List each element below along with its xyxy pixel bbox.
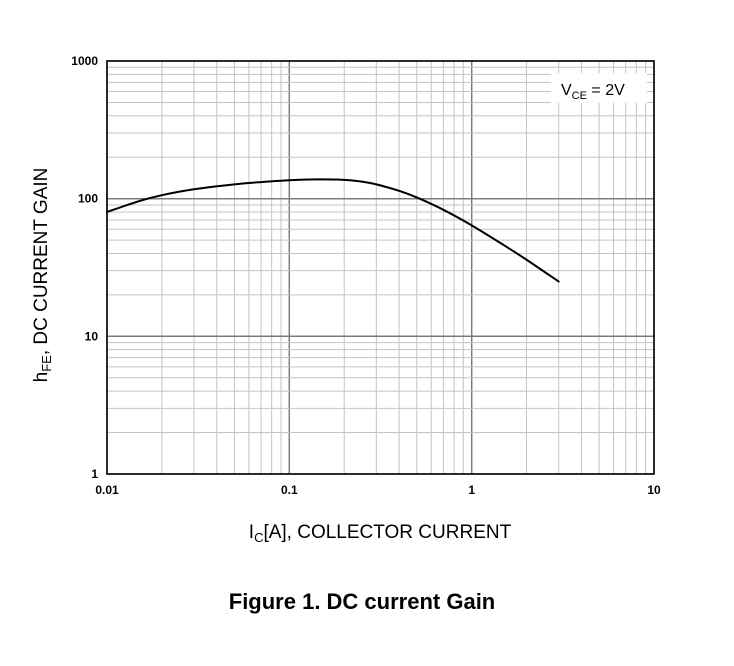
x-axis-label-main: I: [249, 522, 254, 543]
annotation-rest: = 2V: [587, 82, 625, 99]
series-line: [106, 178, 560, 283]
y-axis-label-main: h: [31, 372, 52, 383]
annotation-main: V: [561, 82, 572, 99]
x-tick-label: 10: [647, 483, 661, 497]
y-tick-label: 1000: [71, 54, 98, 68]
y-axis-label: hFE, DC CURRENT GAIN: [31, 168, 54, 383]
annotation-subscript: CE: [572, 90, 587, 102]
x-axis-label-subscript: C: [254, 530, 263, 545]
y-tick-label: 100: [78, 192, 98, 206]
condition-annotation: VCE = 2V: [551, 73, 647, 103]
x-axis-label-rest: [A], COLLECTOR CURRENT: [263, 522, 511, 543]
y-tick-label: 10: [85, 329, 99, 343]
y-tick-label: 1: [91, 467, 98, 481]
grid-layer: [106, 60, 655, 475]
x-tick-label: 0.1: [281, 483, 298, 497]
series-layer: [106, 178, 560, 283]
tick-label-layer: 0.01 0.1 1 10 1 10 100 1000: [71, 54, 661, 497]
annotation-text: VCE = 2V: [561, 82, 625, 102]
plot-frame: [106, 60, 655, 475]
annotation-box: [551, 73, 647, 103]
x-tick-label: 0.01: [95, 483, 119, 497]
figure-caption: Figure 1. DC current Gain: [229, 589, 496, 614]
y-axis-label-subscript: FE: [39, 355, 54, 372]
x-tick-label: 1: [468, 483, 475, 497]
y-axis-label-rest: , DC CURRENT GAIN: [31, 168, 52, 356]
x-axis-label: IC[A], COLLECTOR CURRENT: [249, 522, 512, 545]
